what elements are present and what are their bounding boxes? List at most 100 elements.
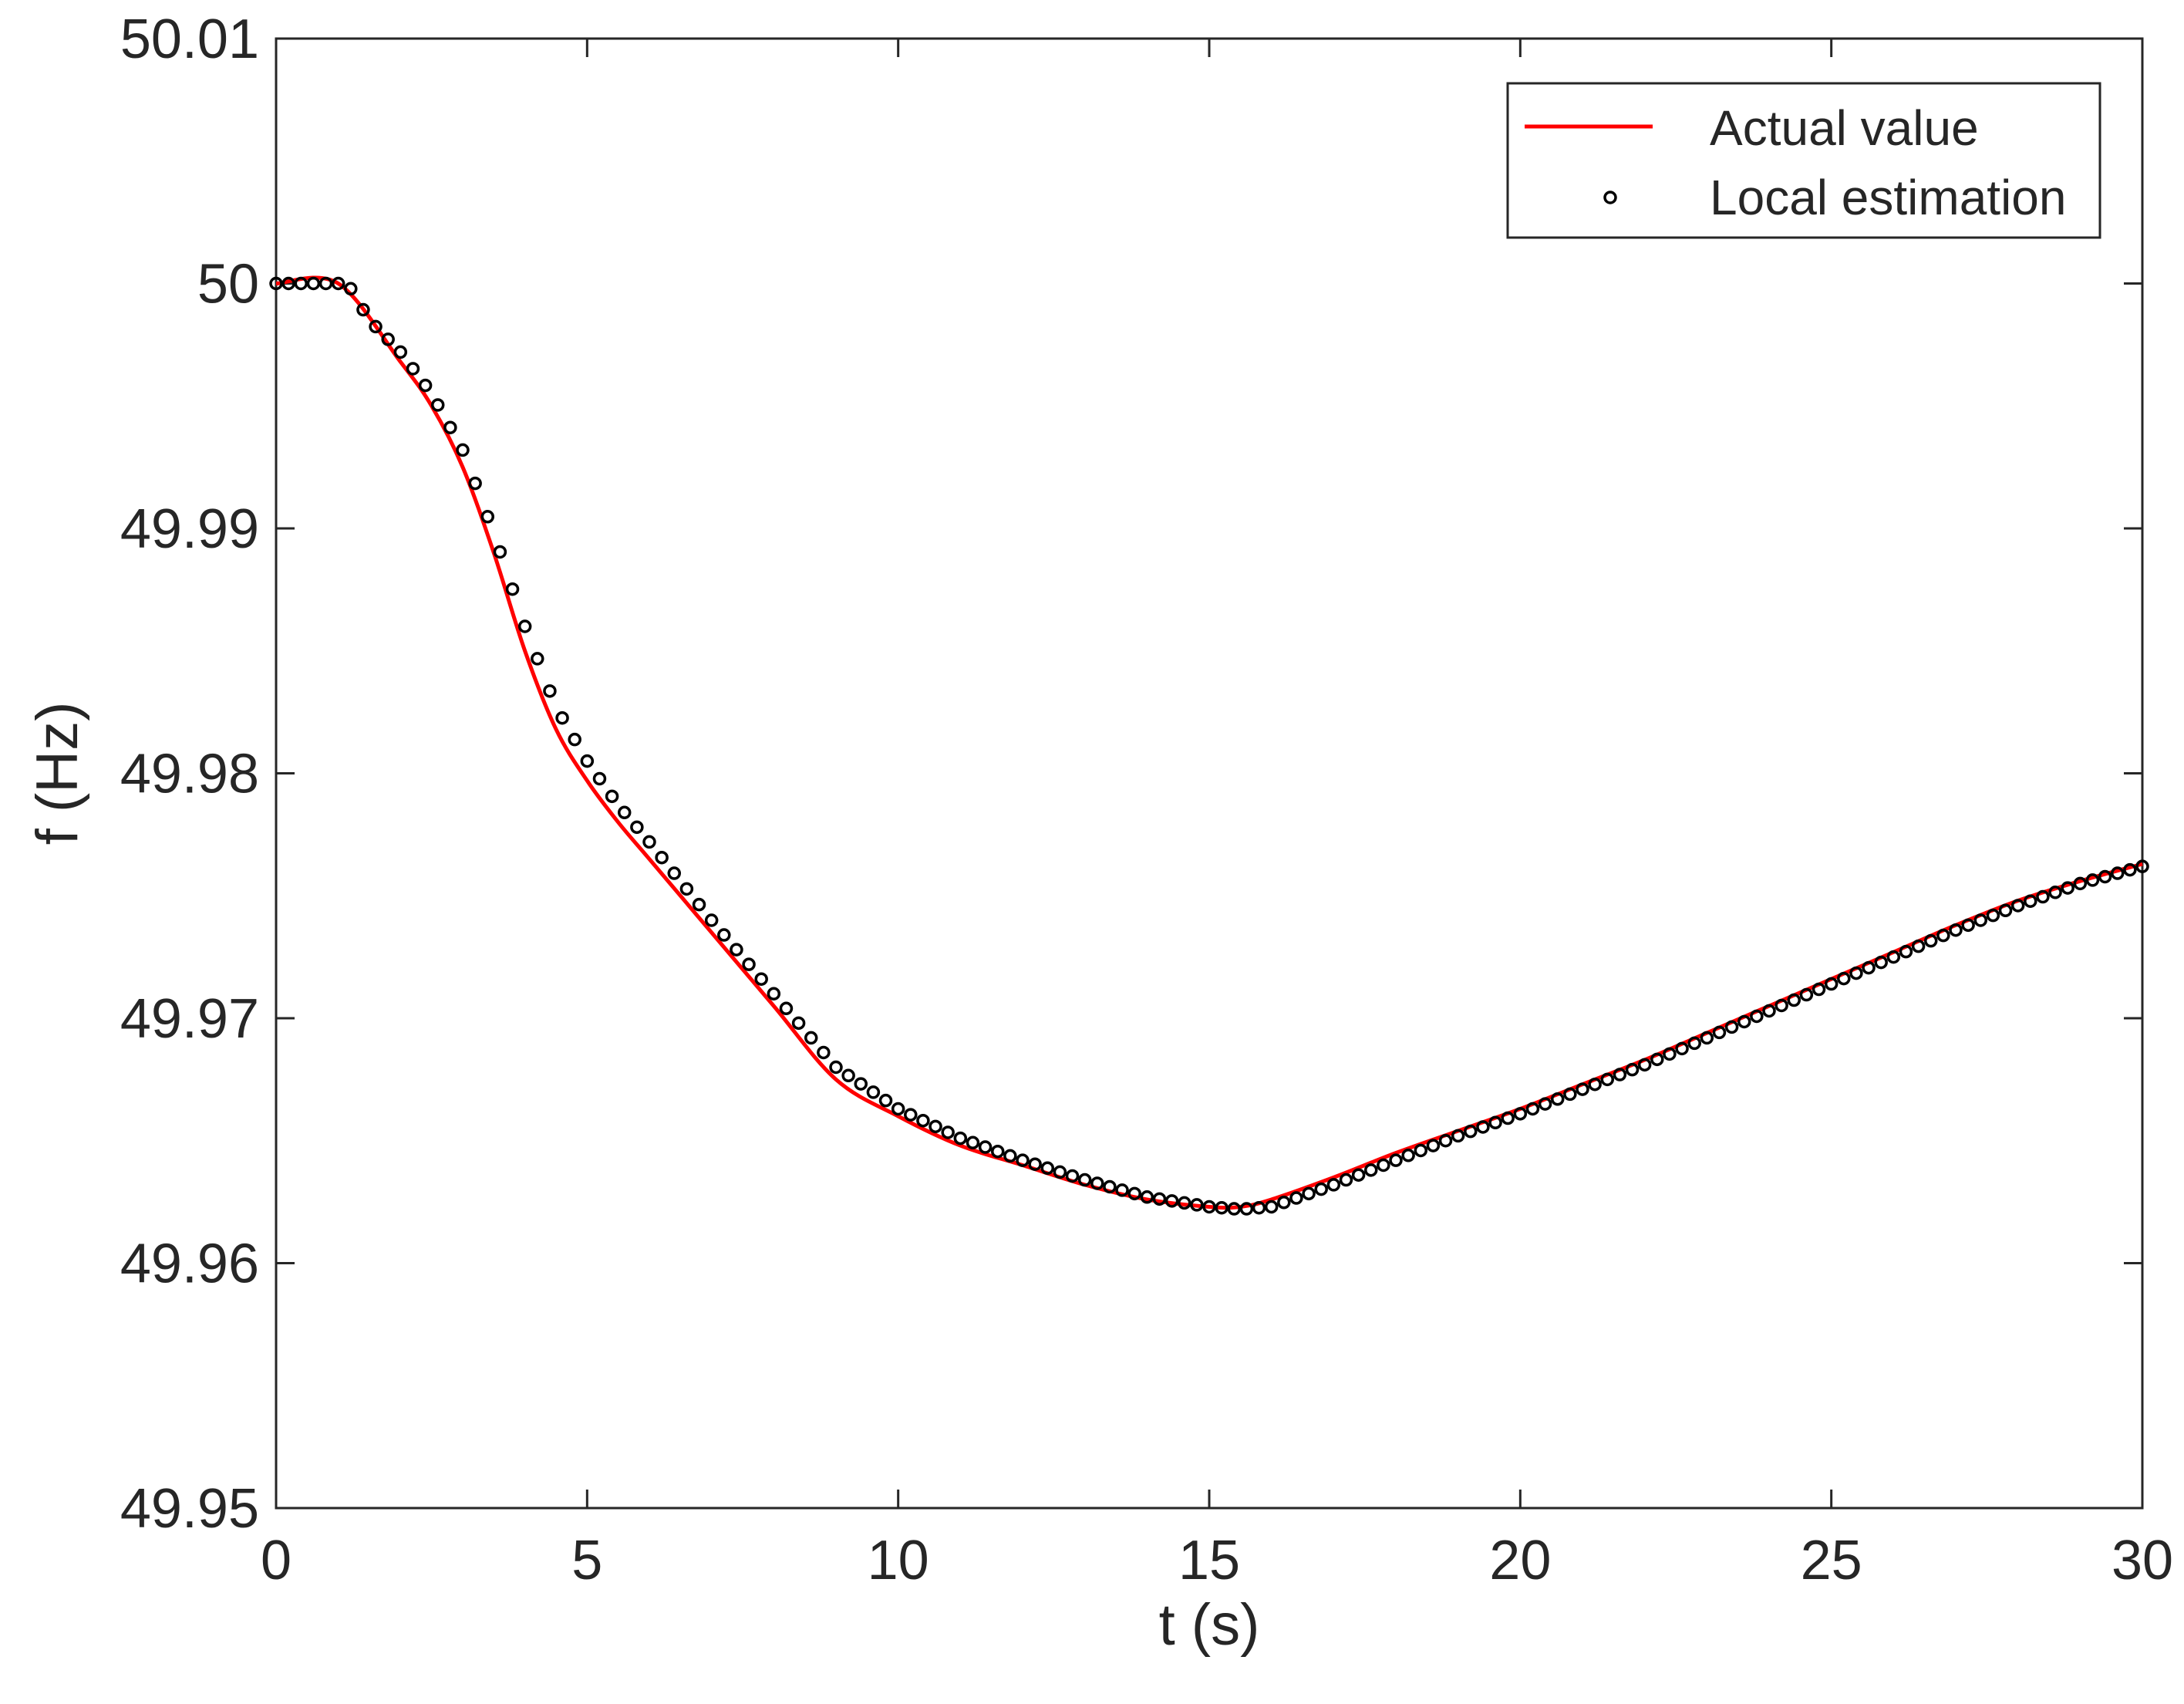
data-point — [1115, 1183, 1129, 1197]
data-point — [1016, 1153, 1030, 1167]
data-point — [1973, 913, 1988, 927]
data-point — [1998, 903, 2013, 918]
data-point — [2135, 859, 2149, 873]
data-point — [642, 835, 656, 849]
data-point — [1886, 950, 1901, 964]
data-point — [344, 282, 358, 296]
data-point — [2123, 862, 2137, 877]
y-tick-label: 49.95 — [120, 1478, 259, 1540]
data-point — [1127, 1186, 1141, 1201]
data-point — [1377, 1158, 1390, 1173]
data-point — [1326, 1178, 1341, 1192]
data-point — [953, 1131, 968, 1146]
data-point — [1787, 993, 1801, 1007]
data-point — [1252, 1200, 1266, 1215]
data-point — [269, 276, 283, 291]
data-point — [1750, 1009, 1764, 1024]
x-tick-label: 20 — [1489, 1530, 1551, 1591]
data-point — [493, 545, 507, 559]
data-point — [841, 1068, 855, 1083]
data-point — [580, 754, 595, 768]
data-point — [1712, 1025, 1727, 1040]
data-point — [1028, 1157, 1042, 1171]
x-tick-label: 30 — [2112, 1530, 2173, 1591]
legend-box — [1506, 82, 2101, 239]
data-point — [2010, 899, 2025, 913]
data-point — [1339, 1173, 1353, 1187]
data-point — [779, 1001, 794, 1016]
data-point — [1177, 1196, 1191, 1210]
data-point — [1053, 1165, 1067, 1179]
series-layer — [269, 275, 2149, 1216]
data-point — [331, 276, 345, 291]
data-point — [1538, 1097, 1552, 1111]
data-point — [941, 1125, 955, 1139]
data-point — [804, 1031, 818, 1045]
data-point — [1239, 1202, 1254, 1216]
series-markers-local-estimation — [269, 276, 2149, 1216]
data-point — [1637, 1058, 1652, 1072]
data-point — [1949, 923, 1963, 937]
data-point — [2110, 866, 2125, 880]
data-point — [2024, 894, 2037, 908]
legend: Actual value Local estimation — [1506, 82, 2101, 239]
data-point — [531, 652, 544, 666]
data-point — [1164, 1194, 1179, 1208]
data-point — [430, 398, 445, 412]
data-point — [1065, 1169, 1080, 1183]
data-point — [1837, 971, 1851, 986]
data-point — [555, 710, 569, 725]
data-point — [369, 319, 383, 334]
data-point — [468, 476, 482, 491]
data-point — [1501, 1111, 1515, 1125]
data-point — [294, 276, 308, 291]
data-point — [1040, 1161, 1055, 1176]
data-point — [1152, 1192, 1167, 1206]
data-point — [1663, 1047, 1677, 1061]
data-point — [1464, 1124, 1478, 1139]
data-point — [1227, 1202, 1242, 1216]
data-point — [1414, 1143, 1428, 1158]
x-tick-label: 5 — [571, 1530, 602, 1591]
data-point — [1401, 1149, 1415, 1162]
data-point — [742, 957, 756, 971]
data-point — [1302, 1186, 1316, 1201]
data-point — [2085, 873, 2100, 887]
data-point — [679, 882, 694, 896]
data-point — [1613, 1068, 1627, 1081]
data-point — [480, 510, 495, 524]
data-point — [1911, 939, 1926, 953]
data-point — [1190, 1198, 1204, 1212]
data-point — [306, 276, 321, 291]
data-point — [767, 987, 781, 1000]
data-point — [730, 943, 743, 957]
data-point — [866, 1085, 881, 1099]
y-axis-ticks: 49.95 49.96 49.97 49.98 49.99 50 50.01 — [120, 8, 2142, 1540]
data-point — [456, 443, 470, 457]
data-point — [1961, 918, 1975, 933]
x-axis-ticks: 0 5 10 15 20 25 30 — [261, 39, 2173, 1591]
x-tick-label: 0 — [261, 1530, 292, 1591]
data-point — [1588, 1077, 1602, 1092]
data-point — [568, 732, 581, 747]
data-point — [1363, 1163, 1378, 1177]
data-point — [878, 1093, 893, 1108]
data-point — [1389, 1153, 1403, 1167]
data-point — [1874, 955, 1888, 970]
data-point — [904, 1108, 918, 1122]
data-point — [854, 1077, 868, 1091]
data-point — [1700, 1031, 1714, 1045]
data-point — [630, 820, 644, 835]
data-point — [1899, 944, 1913, 959]
data-point — [1103, 1179, 1117, 1194]
data-point — [1799, 987, 1814, 1002]
x-tick-label: 25 — [1801, 1530, 1862, 1591]
data-point — [1513, 1107, 1528, 1121]
data-point — [1426, 1139, 1441, 1152]
data-point — [1090, 1176, 1104, 1190]
data-point — [692, 897, 706, 912]
data-point — [617, 805, 632, 820]
data-point — [381, 332, 395, 346]
data-point — [704, 913, 719, 927]
